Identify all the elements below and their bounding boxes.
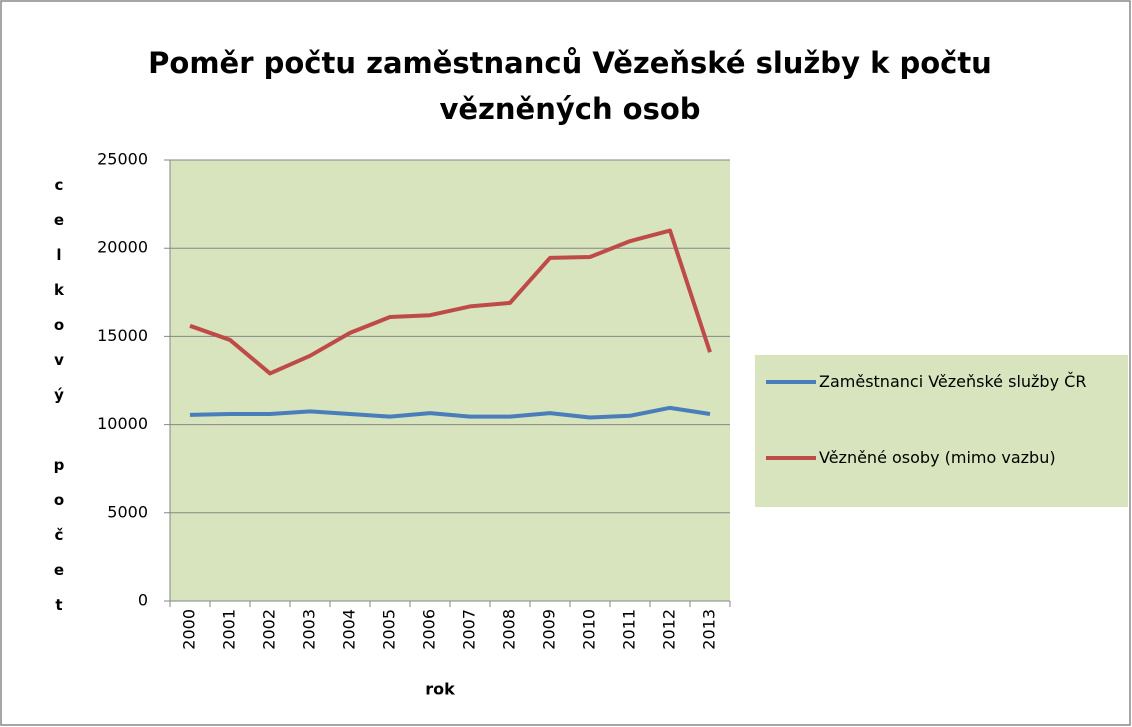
x-tick-label: 2012 <box>660 609 679 650</box>
x-tick-label: 2013 <box>700 609 719 650</box>
x-tick-label: 2003 <box>300 609 319 650</box>
x-tick-label: 2004 <box>340 609 359 650</box>
y-axis-label: celkový počet <box>50 176 68 631</box>
y-tick-label: 20000 <box>97 238 148 257</box>
x-tick-label: 2005 <box>380 609 399 650</box>
series-line <box>189 405 711 420</box>
y-tick-label: 25000 <box>97 150 148 169</box>
legend-box <box>755 355 1128 507</box>
x-tick-label: 2006 <box>420 609 439 650</box>
chart-title: Poměr počtu zaměstnanců Vězeňské služby … <box>148 46 992 126</box>
x-tick-label: 2008 <box>500 609 519 650</box>
x-tick-label: 2010 <box>580 609 599 650</box>
y-tick-label: 0 <box>138 591 148 610</box>
x-tick-label: 2011 <box>620 609 639 650</box>
plot-area <box>170 160 730 601</box>
x-tick-label: 2002 <box>260 609 279 650</box>
y-tick-label: 15000 <box>97 326 148 345</box>
x-tick-label: 2001 <box>220 609 239 650</box>
series-line <box>189 228 712 376</box>
y-tick-label: 5000 <box>107 502 148 521</box>
legend-label: Vězněné osoby (mimo vazbu) <box>819 448 1056 467</box>
x-tick-label: 2007 <box>460 609 479 650</box>
x-axis-label: rok <box>425 680 455 699</box>
x-tick-label: 2000 <box>180 609 199 650</box>
y-tick-label: 10000 <box>97 414 148 433</box>
x-tick-label: 2009 <box>540 609 559 650</box>
legend-label: Zaměstnanci Vězeňské služby ČR <box>819 372 1087 391</box>
